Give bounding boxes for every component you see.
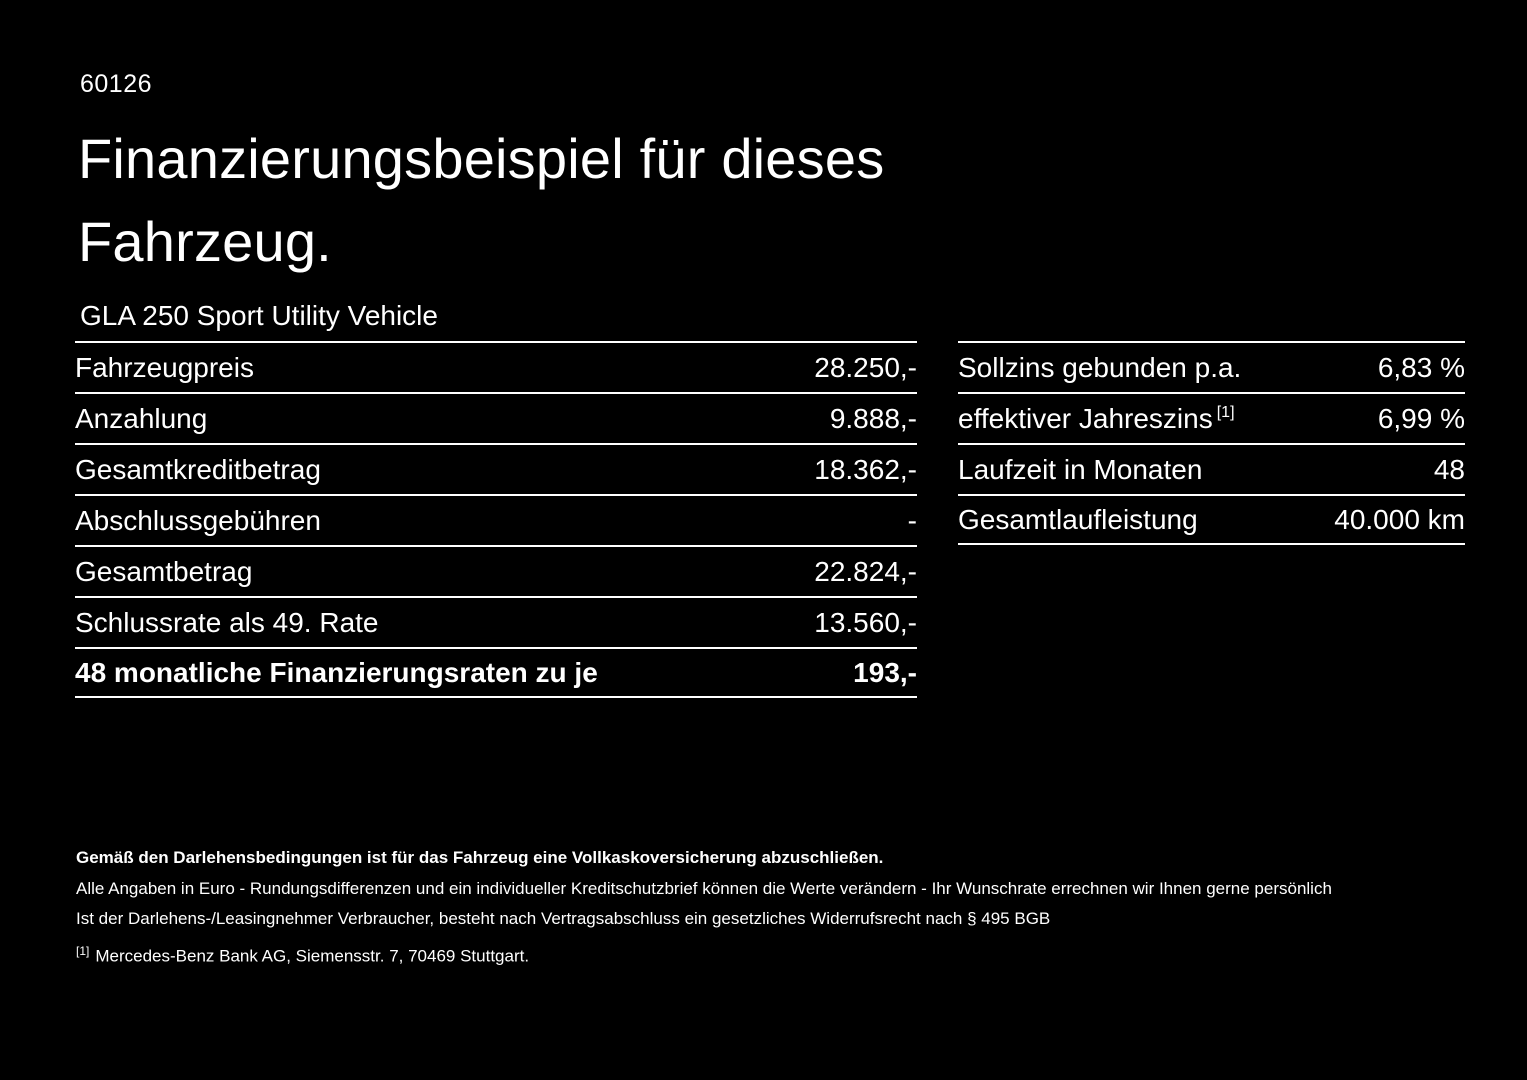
row-label: Gesamtbetrag xyxy=(75,555,253,587)
row-label: 48 monatliche Finanzierungsraten zu je xyxy=(75,656,598,688)
row-value: 6,99 % xyxy=(1377,402,1465,434)
row-label: Sollzins gebunden p.a. xyxy=(958,351,1242,383)
legal-footer: Gemäß den Darlehensbedingungen ist für d… xyxy=(76,849,1456,965)
row-label: Fahrzeugpreis xyxy=(75,351,254,383)
disclaimer-note-2: Ist der Darlehens-/Leasingnehmer Verbrau… xyxy=(76,909,1051,928)
table-row-gesamtkreditbetrag: Gesamtkreditbetrag 18.362,- xyxy=(75,443,917,494)
table-row-laufzeit: Laufzeit in Monaten 48 xyxy=(958,443,1465,494)
row-value: 13.560,- xyxy=(814,606,917,638)
financing-conditions-table: Sollzins gebunden p.a. 6,83 % effektiver… xyxy=(958,341,1465,545)
table-row-effektiver-jahreszins: effektiver Jahreszins [1] 6,99 % xyxy=(958,392,1465,443)
footnote-text: Mercedes-Benz Bank AG, Siemensstr. 7, 70… xyxy=(95,946,530,966)
table-row-schlussrate: Schlussrate als 49. Rate 13.560,- xyxy=(75,596,917,647)
row-value: 48 xyxy=(1433,453,1465,485)
table-row-gesamtbetrag: Gesamtbetrag 22.824,- xyxy=(75,545,917,596)
row-value: 9.888,- xyxy=(829,402,917,434)
row-label: effektiver Jahreszins [1] xyxy=(958,402,1235,434)
vehicle-model-subtitle: GLA 250 Sport Utility Vehicle xyxy=(80,300,438,331)
row-value: 18.362,- xyxy=(814,453,917,485)
page-title: Finanzierungsbeispiel für dieses Fahrzeu… xyxy=(78,127,885,273)
row-value: 28.250,- xyxy=(814,351,917,383)
financing-costs-table: Fahrzeugpreis 28.250,- Anzahlung 9.888,-… xyxy=(75,341,917,698)
table-row-anzahlung: Anzahlung 9.888,- xyxy=(75,392,917,443)
row-label: Schlussrate als 49. Rate xyxy=(75,606,379,638)
row-label: Laufzeit in Monaten xyxy=(958,453,1203,485)
row-value: 193,- xyxy=(853,656,917,688)
row-value: 40.000 km xyxy=(1334,503,1465,535)
row-label: Gesamtkreditbetrag xyxy=(75,453,321,485)
row-value: - xyxy=(907,504,917,536)
row-label: Gesamtlaufleistung xyxy=(958,503,1198,535)
table-row-abschlussgebuehren: Abschlussgebühren - xyxy=(75,494,917,545)
row-label: Anzahlung xyxy=(75,402,208,434)
disclaimer-note-1: Alle Angaben in Euro - Rundungsdifferenz… xyxy=(76,879,1332,898)
document-id: 60126 xyxy=(80,70,153,98)
insurance-requirement-note: Gemäß den Darlehensbedingungen ist für d… xyxy=(76,848,884,867)
table-row-fahrzeugpreis: Fahrzeugpreis 28.250,- xyxy=(75,341,917,392)
table-row-sollzins: Sollzins gebunden p.a. 6,83 % xyxy=(958,341,1465,392)
footnote-marker: [1] xyxy=(76,944,90,958)
row-value: 22.824,- xyxy=(814,555,917,587)
table-row-gesamtlaufleistung: Gesamtlaufleistung 40.000 km xyxy=(958,494,1465,545)
table-row-monatliche-raten: 48 monatliche Finanzierungsraten zu je 1… xyxy=(75,647,917,698)
bank-footnote: [1] Mercedes-Benz Bank AG, Siemensstr. 7,… xyxy=(76,945,1456,965)
row-label: Abschlussgebühren xyxy=(75,504,321,536)
row-value: 6,83 % xyxy=(1377,351,1465,383)
footnote-reference: [1] xyxy=(1216,404,1235,422)
